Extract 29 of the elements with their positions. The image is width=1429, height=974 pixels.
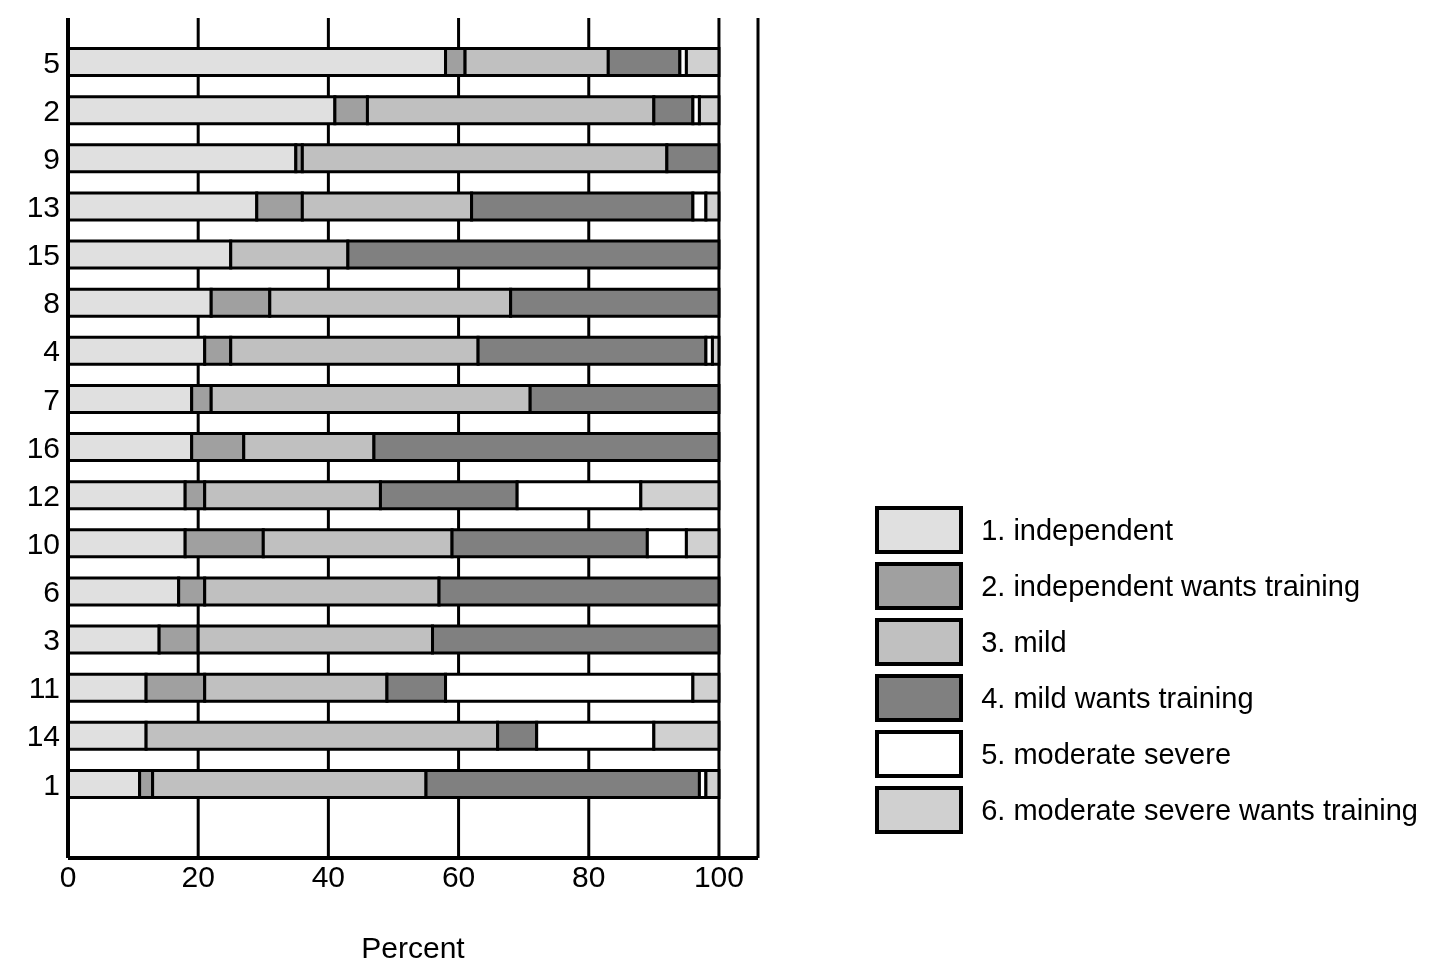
y-tick-label: 13: [26, 190, 60, 224]
x-tick-label: 20: [181, 860, 215, 894]
y-tick-label: 4: [43, 334, 60, 368]
x-tick-label: 0: [59, 860, 77, 894]
y-tick-label: 16: [26, 430, 60, 464]
y-tick-label: 8: [43, 286, 60, 320]
x-tick-label: 60: [441, 860, 476, 894]
y-tick-label: 7: [43, 382, 60, 416]
legend-label: 4. mild wants training: [981, 681, 1254, 715]
y-tick-label: 15: [26, 238, 60, 272]
y-tick-label: 14: [26, 719, 60, 753]
legend-label: 2. independent wants training: [981, 569, 1361, 603]
y-tick-label: 6: [43, 575, 60, 609]
y-tick-label: 9: [43, 141, 60, 175]
y-tick-label: 3: [43, 623, 60, 657]
y-tick-label: 12: [26, 478, 60, 512]
legend-label: 5. moderate severe: [981, 737, 1232, 771]
x-tick-label: 80: [572, 860, 606, 894]
y-tick-label: 1: [43, 767, 60, 801]
y-tick-label: 10: [26, 526, 60, 560]
y-tick-label: 11: [28, 671, 60, 705]
x-tick-label: 100: [693, 860, 744, 894]
x-tick-label: 40: [311, 860, 346, 894]
legend-label: 3. mild: [981, 625, 1067, 659]
y-tick-label: 5: [43, 45, 60, 79]
legend-label: 1. independent: [981, 513, 1174, 547]
legend-label: 6. moderate severe wants training: [981, 793, 1418, 827]
y-tick-label: 2: [43, 93, 60, 127]
x-axis-title: Percent: [361, 931, 466, 964]
